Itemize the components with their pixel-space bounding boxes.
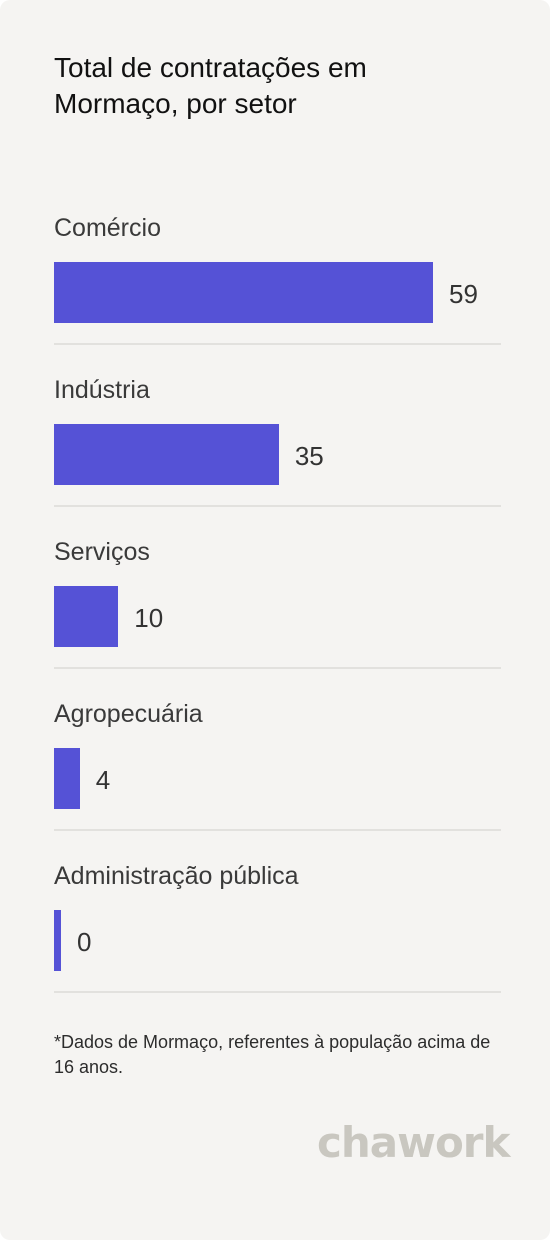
chart-title: Total de contratações em Mormaço, por se… — [54, 52, 367, 119]
row-divider — [54, 991, 501, 993]
footnote: *Dados de Mormaço, referentes à populaçã… — [54, 1032, 491, 1077]
bar — [54, 748, 80, 809]
bar — [54, 262, 433, 323]
category-label: Indústria — [54, 376, 150, 404]
row-divider — [54, 667, 501, 669]
value-label: 10 — [134, 603, 164, 633]
chawork-logo: chawork — [317, 1118, 510, 1167]
category-label: Administração pública — [54, 862, 299, 890]
value-label: 0 — [77, 927, 92, 957]
bar — [54, 586, 119, 647]
bar — [54, 424, 279, 485]
value-label: 35 — [294, 441, 324, 471]
category-label: Agropecuária — [54, 700, 203, 728]
value-label: 4 — [95, 765, 111, 795]
category-label: Comércio — [54, 214, 161, 242]
row-divider — [54, 505, 501, 507]
value-label: 59 — [449, 279, 478, 309]
row-divider — [54, 829, 501, 831]
category-label: Serviços — [54, 538, 150, 566]
bar — [54, 910, 61, 971]
row-divider — [54, 343, 501, 345]
